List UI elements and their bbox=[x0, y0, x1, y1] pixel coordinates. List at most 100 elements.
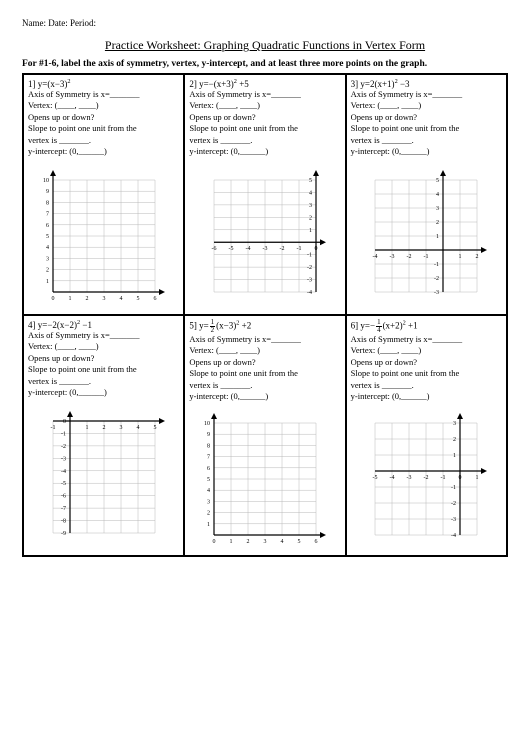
prompt-axis: Axis of Symmetry is x=_______ bbox=[189, 334, 340, 345]
worksheet-title: Practice Worksheet: Graphing Quadratic F… bbox=[22, 38, 508, 53]
svg-text:0: 0 bbox=[459, 475, 462, 481]
svg-text:-3: -3 bbox=[407, 475, 412, 481]
svg-text:3: 3 bbox=[119, 425, 122, 431]
prompt-opens: Opens up or down? bbox=[28, 353, 179, 364]
problem-cell-1: 1] y=(x−3)2 Axis of Symmetry is x=______… bbox=[23, 74, 184, 315]
name-label: Name: bbox=[22, 18, 46, 28]
problem-cell-4: 4] y=−2(x−2)2 −1 Axis of Symmetry is x=_… bbox=[23, 315, 184, 556]
svg-text:10: 10 bbox=[43, 178, 49, 184]
svg-text:3: 3 bbox=[102, 296, 105, 302]
prompt-vertex: Vertex: (____, ____) bbox=[189, 345, 340, 356]
prompt-block: Axis of Symmetry is x=_______ Vertex: (_… bbox=[351, 89, 502, 158]
instructions: For #1-6, label the axis of symmetry, ve… bbox=[22, 59, 508, 69]
graph: -4-3-2-112-3-2-112345 bbox=[351, 164, 502, 308]
prompt-slope1: Slope to point one unit from the bbox=[189, 123, 340, 134]
svg-text:3: 3 bbox=[309, 203, 312, 209]
prompt-vertex: Vertex: (____, ____) bbox=[28, 100, 179, 111]
prompt-yint: y-intercept: (0,______) bbox=[28, 146, 179, 157]
svg-text:-4: -4 bbox=[307, 290, 312, 296]
prompt-slope1: Slope to point one unit from the bbox=[351, 368, 502, 379]
svg-text:5: 5 bbox=[136, 296, 139, 302]
prompt-yint: y-intercept: (0,______) bbox=[351, 391, 502, 402]
prompt-block: Axis of Symmetry is x=_______ Vertex: (_… bbox=[28, 330, 179, 399]
svg-text:3: 3 bbox=[207, 499, 210, 505]
svg-text:6: 6 bbox=[207, 465, 210, 471]
svg-text:8: 8 bbox=[46, 200, 49, 206]
prompt-axis: Axis of Symmetry is x=_______ bbox=[351, 89, 502, 100]
prompt-slope2: vertex is _______. bbox=[28, 376, 179, 387]
svg-text:5: 5 bbox=[436, 178, 439, 184]
svg-text:4: 4 bbox=[119, 296, 122, 302]
prompt-slope2: vertex is _______. bbox=[351, 380, 502, 391]
svg-text:-1: -1 bbox=[451, 485, 456, 491]
svg-text:-4: -4 bbox=[373, 254, 378, 260]
svg-text:1: 1 bbox=[229, 539, 232, 545]
svg-text:1: 1 bbox=[309, 228, 312, 234]
svg-text:1: 1 bbox=[68, 296, 71, 302]
svg-text:2: 2 bbox=[453, 437, 456, 443]
svg-text:-6: -6 bbox=[211, 246, 216, 252]
graph: -5-4-3-2-101-4-3-2-1123 bbox=[351, 409, 502, 549]
graph: -6-5-4-3-2-10-4-3-2-112345 bbox=[189, 164, 340, 308]
svg-text:5: 5 bbox=[297, 539, 300, 545]
svg-text:-3: -3 bbox=[434, 290, 439, 296]
prompt-opens: Opens up or down? bbox=[189, 112, 340, 123]
svg-text:-1: -1 bbox=[50, 425, 55, 431]
svg-text:5: 5 bbox=[309, 178, 312, 184]
svg-text:2: 2 bbox=[46, 267, 49, 273]
svg-text:2: 2 bbox=[207, 510, 210, 516]
svg-text:10: 10 bbox=[204, 421, 210, 427]
svg-text:4: 4 bbox=[207, 488, 210, 494]
svg-text:-2: -2 bbox=[407, 254, 412, 260]
svg-text:8: 8 bbox=[207, 443, 210, 449]
prompt-axis: Axis of Symmetry is x=_______ bbox=[189, 89, 340, 100]
prompt-block: Axis of Symmetry is x=_______ Vertex: (_… bbox=[189, 89, 340, 158]
svg-text:1: 1 bbox=[85, 425, 88, 431]
prompt-opens: Opens up or down? bbox=[351, 112, 502, 123]
svg-text:-2: -2 bbox=[434, 276, 439, 282]
svg-text:-2: -2 bbox=[307, 265, 312, 271]
period-label: Period: bbox=[70, 18, 96, 28]
svg-text:3: 3 bbox=[453, 421, 456, 427]
svg-text:2: 2 bbox=[246, 539, 249, 545]
svg-text:5: 5 bbox=[46, 234, 49, 240]
svg-text:-9: -9 bbox=[61, 531, 66, 537]
prompt-slope2: vertex is _______. bbox=[351, 135, 502, 146]
svg-text:-5: -5 bbox=[228, 246, 233, 252]
svg-text:4: 4 bbox=[46, 245, 49, 251]
problem-cell-5: 5] y=12(x−3)2 +2 Axis of Symmetry is x=_… bbox=[184, 315, 345, 556]
svg-text:-2: -2 bbox=[451, 501, 456, 507]
svg-text:7: 7 bbox=[46, 211, 49, 217]
svg-text:-4: -4 bbox=[390, 475, 395, 481]
svg-text:-5: -5 bbox=[373, 475, 378, 481]
svg-text:7: 7 bbox=[207, 454, 210, 460]
prompt-slope2: vertex is _______. bbox=[28, 135, 179, 146]
graph: 012345612345678910 bbox=[28, 164, 179, 308]
svg-text:-1: -1 bbox=[61, 431, 66, 437]
graph: -112345-9-8-7-6-5-4-3-2-10 bbox=[28, 405, 179, 549]
svg-text:2: 2 bbox=[102, 425, 105, 431]
problem-cell-2: 2] y=−(x+3)2 +5 Axis of Symmetry is x=__… bbox=[184, 74, 345, 315]
svg-text:1: 1 bbox=[453, 453, 456, 459]
svg-text:-1: -1 bbox=[424, 254, 429, 260]
svg-text:2: 2 bbox=[476, 254, 479, 260]
prompt-slope1: Slope to point one unit from the bbox=[351, 123, 502, 134]
prompt-vertex: Vertex: (____, ____) bbox=[189, 100, 340, 111]
svg-text:-8: -8 bbox=[61, 518, 66, 524]
prompt-axis: Axis of Symmetry is x=_______ bbox=[28, 330, 179, 341]
svg-text:-5: -5 bbox=[61, 481, 66, 487]
prompt-yint: y-intercept: (0,______) bbox=[351, 146, 502, 157]
header-fields: Name: Date: Period: bbox=[22, 18, 508, 28]
svg-text:6: 6 bbox=[314, 539, 317, 545]
svg-text:-2: -2 bbox=[61, 444, 66, 450]
svg-text:1: 1 bbox=[46, 279, 49, 285]
svg-text:0: 0 bbox=[314, 246, 317, 252]
svg-text:-3: -3 bbox=[451, 517, 456, 523]
svg-text:6: 6 bbox=[153, 296, 156, 302]
prompt-slope2: vertex is _______. bbox=[189, 135, 340, 146]
equation: 3] y=2(x+1)2 −3 bbox=[351, 78, 502, 89]
svg-text:4: 4 bbox=[309, 190, 312, 196]
problem-grid: 1] y=(x−3)2 Axis of Symmetry is x=______… bbox=[22, 73, 508, 557]
svg-text:2: 2 bbox=[85, 296, 88, 302]
prompt-slope1: Slope to point one unit from the bbox=[28, 123, 179, 134]
